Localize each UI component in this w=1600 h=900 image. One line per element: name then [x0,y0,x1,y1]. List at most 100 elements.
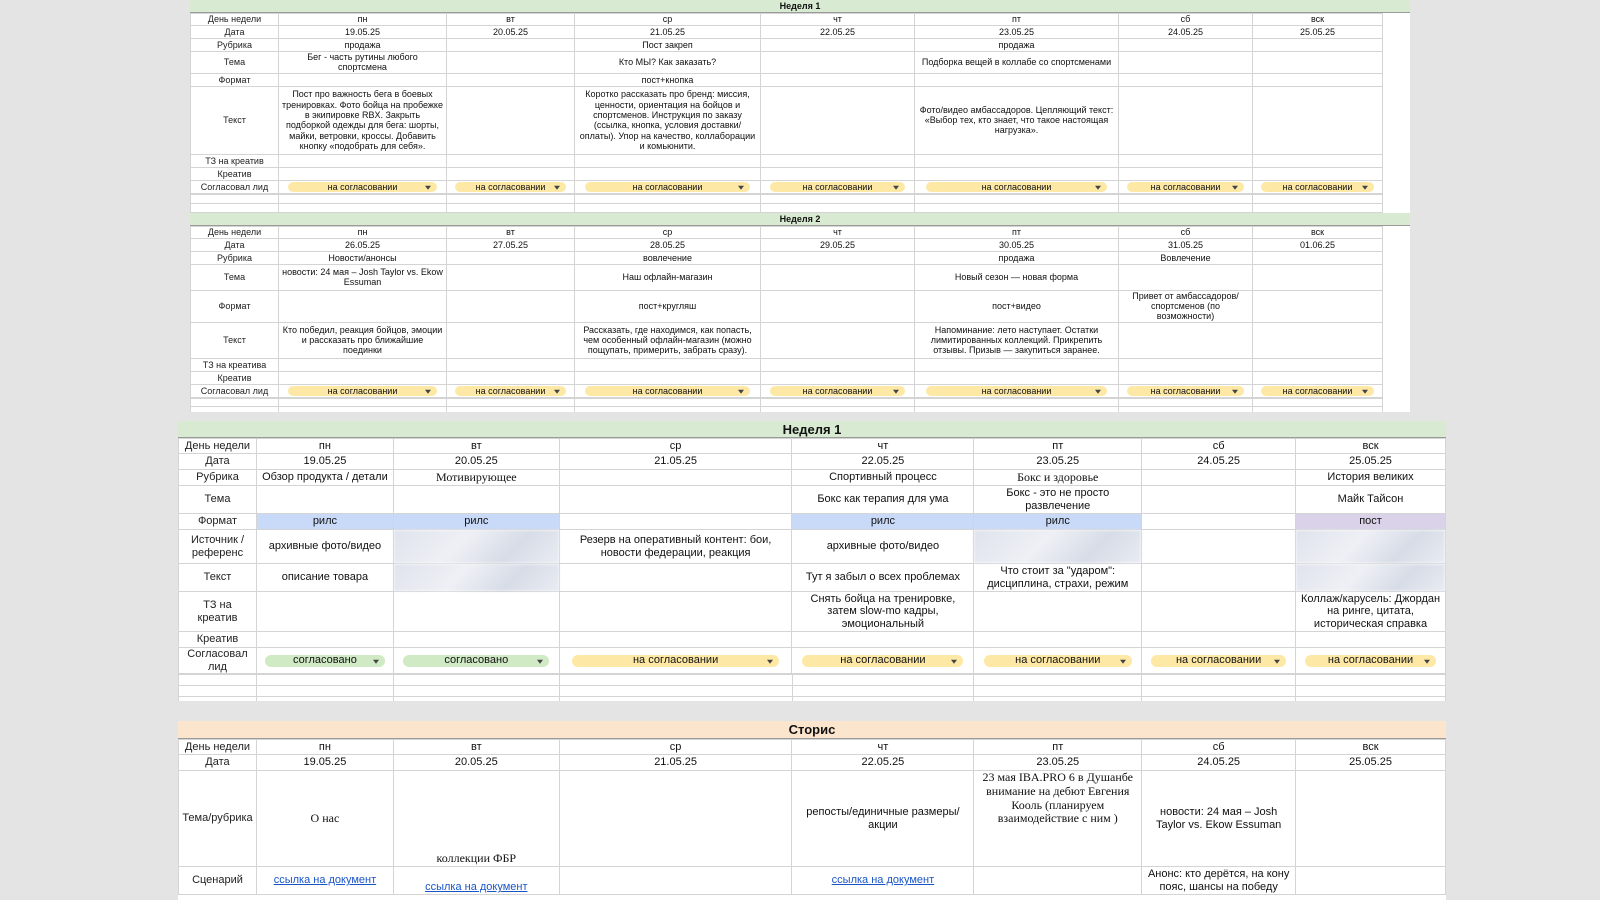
table-cell[interactable]: репосты/единичные размеры/акции [791,770,975,867]
approval-dropdown[interactable]: на согласовании [571,654,780,667]
approval-dropdown[interactable]: на согласовании [769,182,906,192]
table-cell[interactable] [1118,370,1253,385]
table-cell[interactable] [446,289,575,323]
table-cell[interactable] [574,153,761,168]
empty-cell[interactable] [973,685,1143,698]
empty-cell[interactable] [1118,405,1253,412]
table-cell[interactable] [1295,631,1446,648]
empty-cell[interactable] [392,685,560,698]
table-cell[interactable]: вт [446,13,575,26]
table-cell[interactable]: Коротко рассказать про бренд: миссия, це… [574,85,761,155]
approval-dropdown[interactable]: на согласовании [288,386,437,396]
empty-cell[interactable] [446,202,575,213]
table-cell[interactable] [1252,153,1383,168]
table-cell[interactable]: вт [392,438,560,454]
table-cell[interactable]: Спортивный процесс [791,469,975,486]
empty-cell[interactable] [914,397,1119,407]
approval-dropdown[interactable]: на согласовании [925,386,1108,396]
table-cell[interactable] [392,591,560,632]
empty-cell[interactable] [446,397,575,407]
table-cell[interactable]: на согласовании [278,383,447,398]
empty-cell[interactable] [1118,202,1253,213]
empty-cell[interactable] [914,202,1119,213]
table-cell[interactable] [558,866,793,895]
table-cell[interactable]: Коллаж/карусель: Джордан на ринге, цитат… [1295,591,1446,632]
table-cell[interactable] [791,631,975,648]
table-cell[interactable]: Мотивирующее [392,469,560,486]
table-cell[interactable]: согласовано [392,646,560,675]
empty-cell[interactable] [178,696,257,701]
approval-dropdown[interactable]: на согласовании [585,182,750,192]
table-cell[interactable]: рилс [255,513,394,530]
table-cell[interactable]: пт [973,739,1143,755]
table-cell[interactable]: 26.05.25 [278,237,447,252]
table-cell[interactable]: 01.06.25 [1252,237,1383,252]
table-cell[interactable]: сб [1141,438,1297,454]
table-cell[interactable] [558,770,793,867]
table-cell[interactable]: 21.05.25 [574,25,761,39]
table-cell[interactable]: вт [392,739,560,755]
approval-dropdown[interactable]: согласовано [265,654,385,667]
table-cell[interactable]: пост+видео [914,289,1119,323]
table-cell[interactable] [446,72,575,87]
table-cell[interactable] [1295,866,1446,895]
table-cell[interactable]: Снять бойца на тренировке, затем slow-mo… [791,591,975,632]
table-cell[interactable]: пн [278,13,447,26]
table-cell[interactable] [1118,357,1253,372]
table-cell[interactable]: Рассказать, где находимся, как попасть, … [574,321,761,359]
table-cell[interactable]: на согласовании [1252,179,1383,194]
table-cell[interactable] [1252,51,1383,74]
table-cell[interactable] [446,51,575,74]
table-cell[interactable]: О нас [255,770,394,867]
table-cell[interactable]: на согласовании [760,383,915,398]
empty-cell[interactable] [1141,674,1297,687]
table-cell[interactable]: сб [1141,739,1297,755]
table-cell[interactable] [760,38,915,52]
empty-cell[interactable] [1252,193,1383,204]
table-cell[interactable]: ср [558,438,793,454]
empty-cell[interactable] [558,685,793,698]
table-cell[interactable] [574,166,761,181]
table-cell[interactable] [1252,72,1383,87]
empty-cell[interactable] [190,397,279,407]
table-cell[interactable] [760,166,915,181]
table-cell[interactable] [1252,85,1383,155]
table-cell[interactable] [914,166,1119,181]
table-cell[interactable]: вовлечение [574,250,761,265]
table-cell[interactable] [1118,38,1253,52]
table-cell[interactable]: рилс [973,513,1143,530]
table-cell[interactable]: на согласовании [791,646,975,675]
table-cell[interactable]: на согласовании [278,179,447,194]
table-cell[interactable] [1141,591,1297,632]
table-cell[interactable]: чт [791,739,975,755]
empty-cell[interactable] [760,202,915,213]
table-cell[interactable] [278,370,447,385]
table-cell[interactable]: 21.05.25 [558,453,793,470]
table-cell[interactable] [446,153,575,168]
empty-cell[interactable] [1295,685,1446,698]
empty-cell[interactable] [760,405,915,412]
table-cell[interactable]: Бег - часть рутины любого спортсмена [278,51,447,74]
table-cell[interactable]: 23.05.25 [973,754,1143,771]
table-cell[interactable]: сб [1118,225,1253,239]
approval-dropdown[interactable]: на согласовании [1260,386,1375,396]
table-cell[interactable]: Тут я забыл о всех проблемах [791,563,975,592]
blurred-cell[interactable] [973,529,1143,564]
table-cell[interactable] [1252,38,1383,52]
empty-cell[interactable] [178,674,257,687]
table-cell[interactable]: на согласовании [973,646,1143,675]
table-cell[interactable]: на согласовании [574,179,761,194]
table-cell[interactable]: архивные фото/видео [255,529,394,564]
table-cell[interactable]: вск [1295,438,1446,454]
table-cell[interactable]: на согласовании [1252,383,1383,398]
table-cell[interactable]: пн [255,739,394,755]
table-cell[interactable] [1118,153,1253,168]
table-cell[interactable]: пост+кругляш [574,289,761,323]
table-cell[interactable] [973,866,1143,895]
table-cell[interactable]: 24.05.25 [1118,25,1253,39]
table-cell[interactable]: Вовлечение [1118,250,1253,265]
empty-cell[interactable] [791,685,975,698]
table-cell[interactable]: на согласовании [760,179,915,194]
table-cell[interactable]: на согласовании [1141,646,1297,675]
table-cell[interactable] [1295,770,1446,867]
